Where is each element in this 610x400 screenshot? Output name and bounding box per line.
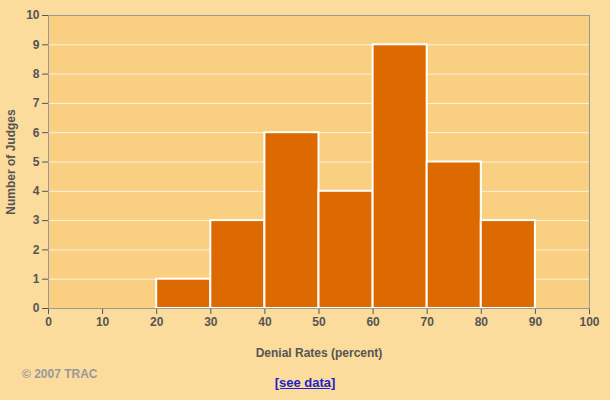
svg-text:20: 20 (150, 315, 164, 329)
svg-text:50: 50 (312, 315, 326, 329)
svg-text:60: 60 (366, 315, 380, 329)
svg-text:7: 7 (33, 96, 40, 110)
svg-text:2: 2 (33, 243, 40, 257)
html-text:[see data]: [see data] (274, 375, 336, 390)
svg-text:3: 3 (33, 213, 40, 227)
svg-text:5: 5 (33, 155, 40, 169)
svg-text:10: 10 (96, 315, 110, 329)
svg-text:0: 0 (45, 315, 52, 329)
svg-text:Denial Rates (percent): Denial Rates (percent) (256, 346, 383, 360)
svg-text:70: 70 (421, 315, 435, 329)
svg-text:0: 0 (33, 301, 40, 315)
svg-text:30: 30 (204, 315, 218, 329)
html-text:© 2007 TRAC: © 2007 TRAC (22, 367, 98, 381)
svg-text:9: 9 (33, 38, 40, 52)
svg-text:10: 10 (26, 8, 40, 22)
svg-text:1: 1 (33, 272, 40, 286)
svg-text:40: 40 (258, 315, 272, 329)
svg-text:4: 4 (33, 184, 40, 198)
svg-text:90: 90 (529, 315, 543, 329)
svg-text:6: 6 (33, 126, 40, 140)
svg-text:Number of Judges: Number of Judges (4, 109, 18, 215)
svg-text:100: 100 (579, 315, 599, 329)
svg-text:8: 8 (33, 67, 40, 81)
svg-text:80: 80 (475, 315, 489, 329)
